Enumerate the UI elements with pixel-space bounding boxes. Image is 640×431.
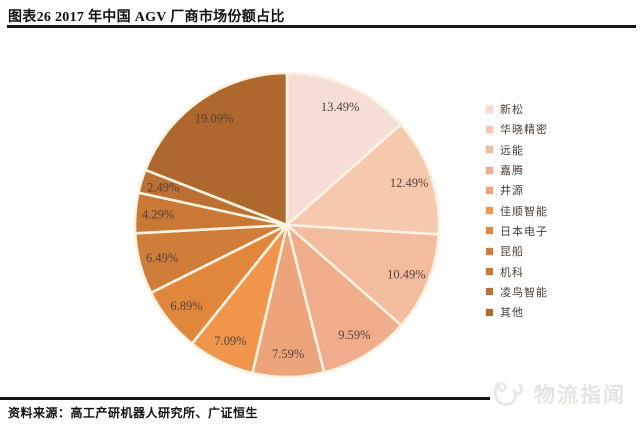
title-divider <box>7 25 636 28</box>
legend-swatch <box>485 145 494 155</box>
legend-item: 远能 <box>485 140 548 160</box>
pie-slice-label: 13.49% <box>321 100 360 114</box>
legend-swatch <box>485 185 494 195</box>
legend-item: 昆船 <box>485 241 548 261</box>
legend-label: 井源 <box>500 185 524 198</box>
legend-swatch <box>485 206 494 216</box>
legend-item: 日本电子 <box>485 221 548 241</box>
legend-item: 华晓精密 <box>485 119 548 139</box>
watermark-logo-icon <box>493 382 524 406</box>
watermark-text: 物流指闻 <box>534 384 626 407</box>
legend-label: 新松 <box>500 104 524 117</box>
pie-slice-label: 10.49% <box>387 267 426 281</box>
legend-swatch <box>485 287 494 297</box>
legend-item: 新松 <box>485 99 548 119</box>
legend-item: 凌鸟智能 <box>485 282 548 302</box>
legend-item: 嘉腾 <box>485 160 548 180</box>
legend-label: 华晓精密 <box>500 124 548 137</box>
pie-slice-label: 2.49% <box>147 181 179 195</box>
legend-item: 其他 <box>485 302 548 322</box>
legend-label: 嘉腾 <box>500 165 524 178</box>
legend-label: 日本电子 <box>500 225 548 238</box>
legend-label: 远能 <box>500 144 524 157</box>
legend-item: 机科 <box>485 261 548 281</box>
legend-label: 其他 <box>500 307 524 320</box>
pie-slice-label: 6.49% <box>146 251 178 265</box>
legend-item: 井源 <box>485 180 548 200</box>
source-note: 资料来源：高工产研机器人研究所、广证恒生 <box>8 406 259 420</box>
legend-swatch <box>485 124 494 134</box>
legend-label: 机科 <box>500 266 524 279</box>
legend-label: 昆船 <box>500 246 524 259</box>
pie-slice-label: 9.59% <box>338 328 370 342</box>
pie-slice-label: 12.49% <box>390 176 429 190</box>
pie-slice-华晓精密 <box>285 123 441 236</box>
legend-swatch <box>485 267 494 277</box>
watermark: 物流指闻 <box>490 377 626 411</box>
legend-item: 佳顺智能 <box>485 200 548 220</box>
legend-label: 凌鸟智能 <box>500 286 548 299</box>
pie-slice-label: 7.09% <box>214 334 246 348</box>
pie-slice-label: 7.59% <box>272 347 304 361</box>
pie-slice-新松 <box>285 71 403 227</box>
figure-title: 图表26 2017 年中国 AGV 厂商市场份额占比 <box>8 10 285 25</box>
legend-swatch <box>485 307 494 317</box>
legend-swatch <box>485 246 494 256</box>
legend-swatch <box>485 226 494 236</box>
pie-slice-远能 <box>285 223 440 327</box>
pie-slice-label: 4.29% <box>142 208 174 222</box>
pie-slice-其他 <box>144 71 289 227</box>
legend-label: 佳顺智能 <box>500 205 548 218</box>
pie-slice-label: 19.09% <box>195 111 234 125</box>
legend-swatch <box>485 104 494 114</box>
footer-divider <box>0 397 490 400</box>
pie-slice-label: 6.89% <box>170 299 202 313</box>
chart-legend: 新松华晓精密远能嘉腾井源佳顺智能日本电子昆船机科凌鸟智能其他 <box>485 99 548 322</box>
legend-swatch <box>485 165 494 175</box>
